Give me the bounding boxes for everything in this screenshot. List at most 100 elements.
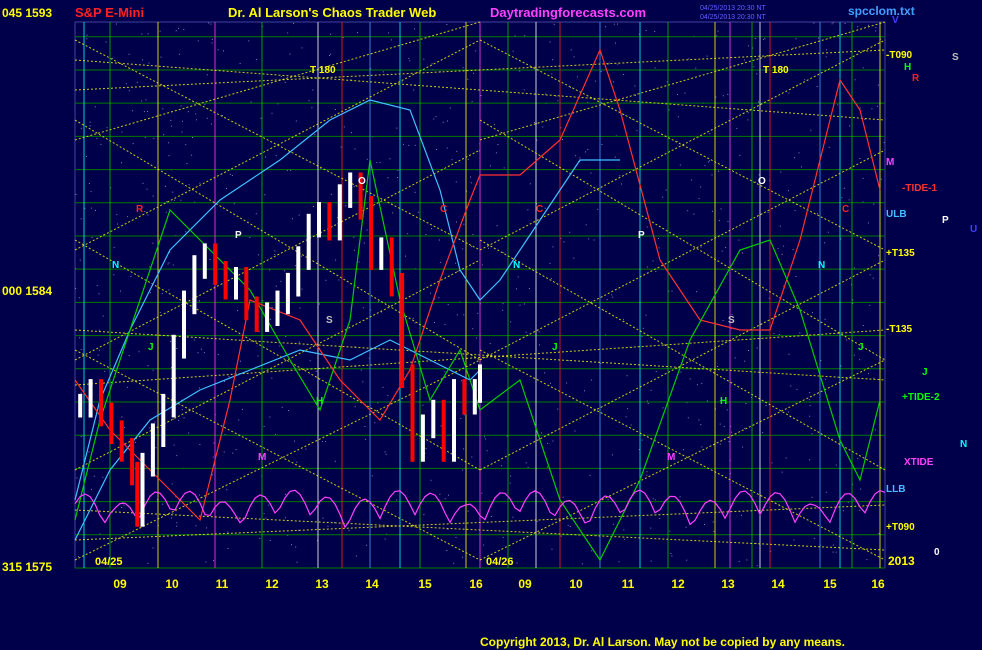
star-dot xyxy=(401,81,403,83)
star-dot xyxy=(843,187,845,189)
star-dot xyxy=(96,138,98,140)
star-dot xyxy=(362,307,364,309)
star-dot xyxy=(153,137,155,139)
star-dot xyxy=(795,276,797,277)
right-series-label: +T135 xyxy=(886,248,915,259)
star-dot xyxy=(658,247,660,249)
star-dot xyxy=(528,288,530,289)
star-dot xyxy=(754,38,756,39)
star-dot xyxy=(693,213,695,215)
star-dot xyxy=(392,212,394,214)
mid-price-label: 000 1584 xyxy=(2,284,52,298)
star-dot xyxy=(641,336,643,337)
star-dot xyxy=(623,529,625,531)
star-dot xyxy=(355,555,357,557)
star-dot xyxy=(113,274,115,276)
price-bar xyxy=(462,379,467,415)
star-dot xyxy=(587,149,589,150)
star-dot xyxy=(208,22,210,24)
star-dot xyxy=(132,110,134,112)
star-dot xyxy=(869,274,871,276)
star-dot xyxy=(512,50,514,52)
star-dot xyxy=(862,201,864,203)
star-dot xyxy=(495,152,497,154)
star-dot xyxy=(178,53,180,55)
star-dot xyxy=(809,405,811,407)
tide-curves xyxy=(74,48,886,562)
star-dot xyxy=(436,149,437,150)
xtide-curve xyxy=(74,489,886,529)
star-dot xyxy=(408,144,410,146)
date-label-1: 04/25 xyxy=(95,556,123,568)
star-dot xyxy=(544,207,546,209)
star-dot xyxy=(809,459,811,461)
star-dot xyxy=(164,185,166,187)
star-dot xyxy=(516,562,518,564)
star-dot xyxy=(128,90,130,92)
star-dot xyxy=(124,426,126,428)
star-dot xyxy=(294,440,295,442)
star-dot xyxy=(553,23,555,25)
star-dot xyxy=(719,400,721,402)
star-dot xyxy=(123,504,125,506)
date-label-2: 04/26 xyxy=(486,556,514,568)
star-dot xyxy=(363,242,365,244)
star-dot xyxy=(880,38,882,40)
star-dot xyxy=(163,134,165,136)
star-dot xyxy=(311,107,313,109)
star-dot xyxy=(650,527,652,529)
star-dot xyxy=(601,144,603,145)
star-dot xyxy=(569,87,571,88)
star-dot xyxy=(210,123,212,125)
x-axis-ticks: 09 10 11 12 13 14 15 16 09 10 11 12 13 14 15 16 xyxy=(113,577,885,591)
star-dot xyxy=(116,214,118,216)
star-dot xyxy=(423,514,425,516)
star-dot xyxy=(187,111,189,113)
star-dot xyxy=(606,299,608,301)
star-dot xyxy=(477,312,479,314)
star-dot xyxy=(249,236,251,238)
star-dot xyxy=(517,276,519,278)
star-dot xyxy=(150,292,151,294)
star-dot xyxy=(449,107,451,109)
star-dot xyxy=(872,277,874,279)
star-dot xyxy=(147,214,149,216)
star-dot xyxy=(825,491,827,493)
star-dot xyxy=(679,164,681,166)
site-name: Daytradingforecasts.com xyxy=(490,5,646,20)
star-dot xyxy=(646,400,648,402)
star-dot xyxy=(662,196,664,198)
angle-line xyxy=(479,149,886,361)
star-dot xyxy=(866,559,868,561)
star-dot xyxy=(121,131,123,133)
x-tick-label: 11 xyxy=(622,577,635,591)
price-bar xyxy=(452,379,456,462)
star-dot xyxy=(168,142,170,144)
star-dot xyxy=(271,377,273,379)
star-dot xyxy=(171,125,173,127)
star-dot xyxy=(662,407,664,409)
star-dot xyxy=(456,270,458,272)
planet-letter: N xyxy=(112,260,119,271)
star-dot xyxy=(485,438,487,440)
star-dot xyxy=(588,238,590,240)
star-dot xyxy=(446,550,448,551)
star-dot xyxy=(844,23,846,24)
star-dot xyxy=(808,399,810,401)
star-dot xyxy=(466,190,468,192)
star-dot xyxy=(579,157,581,159)
star-dot xyxy=(763,39,765,40)
star-dot xyxy=(563,241,565,243)
star-dot xyxy=(489,165,491,167)
star-dot xyxy=(596,534,598,536)
star-dot xyxy=(671,555,673,557)
star-dot xyxy=(587,101,589,103)
star-dot xyxy=(715,96,717,98)
star-dot xyxy=(787,411,789,413)
star-dot xyxy=(859,107,861,109)
star-dot xyxy=(785,457,787,459)
star-dot xyxy=(828,146,830,148)
star-dot xyxy=(295,265,297,267)
star-dot xyxy=(130,276,132,278)
